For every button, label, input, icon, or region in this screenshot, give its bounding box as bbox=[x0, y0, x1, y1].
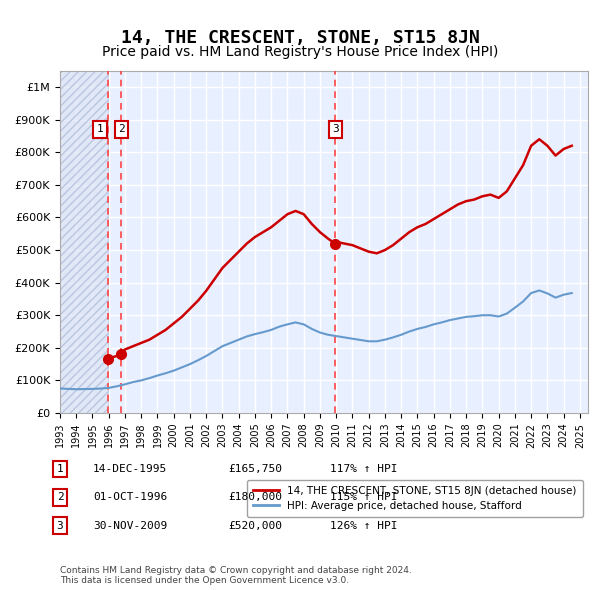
Text: £520,000: £520,000 bbox=[228, 521, 282, 530]
Text: Price paid vs. HM Land Registry's House Price Index (HPI): Price paid vs. HM Land Registry's House … bbox=[102, 45, 498, 59]
Text: Contains HM Land Registry data © Crown copyright and database right 2024.
This d: Contains HM Land Registry data © Crown c… bbox=[60, 566, 412, 585]
Text: 1: 1 bbox=[97, 124, 103, 135]
Text: 115% ↑ HPI: 115% ↑ HPI bbox=[330, 493, 398, 502]
Text: 126% ↑ HPI: 126% ↑ HPI bbox=[330, 521, 398, 530]
Text: 01-OCT-1996: 01-OCT-1996 bbox=[93, 493, 167, 502]
Text: 14, THE CRESCENT, STONE, ST15 8JN: 14, THE CRESCENT, STONE, ST15 8JN bbox=[121, 30, 479, 47]
Text: 1: 1 bbox=[56, 464, 64, 474]
Legend: 14, THE CRESCENT, STONE, ST15 8JN (detached house), HPI: Average price, detached: 14, THE CRESCENT, STONE, ST15 8JN (detac… bbox=[247, 480, 583, 517]
Text: 14-DEC-1995: 14-DEC-1995 bbox=[93, 464, 167, 474]
Text: £165,750: £165,750 bbox=[228, 464, 282, 474]
Text: 30-NOV-2009: 30-NOV-2009 bbox=[93, 521, 167, 530]
Text: 2: 2 bbox=[118, 124, 125, 135]
Text: 117% ↑ HPI: 117% ↑ HPI bbox=[330, 464, 398, 474]
Text: £180,000: £180,000 bbox=[228, 493, 282, 502]
Text: 3: 3 bbox=[56, 521, 64, 530]
Text: 3: 3 bbox=[332, 124, 339, 135]
Bar bbox=[60, 71, 108, 413]
Text: 2: 2 bbox=[56, 493, 64, 502]
